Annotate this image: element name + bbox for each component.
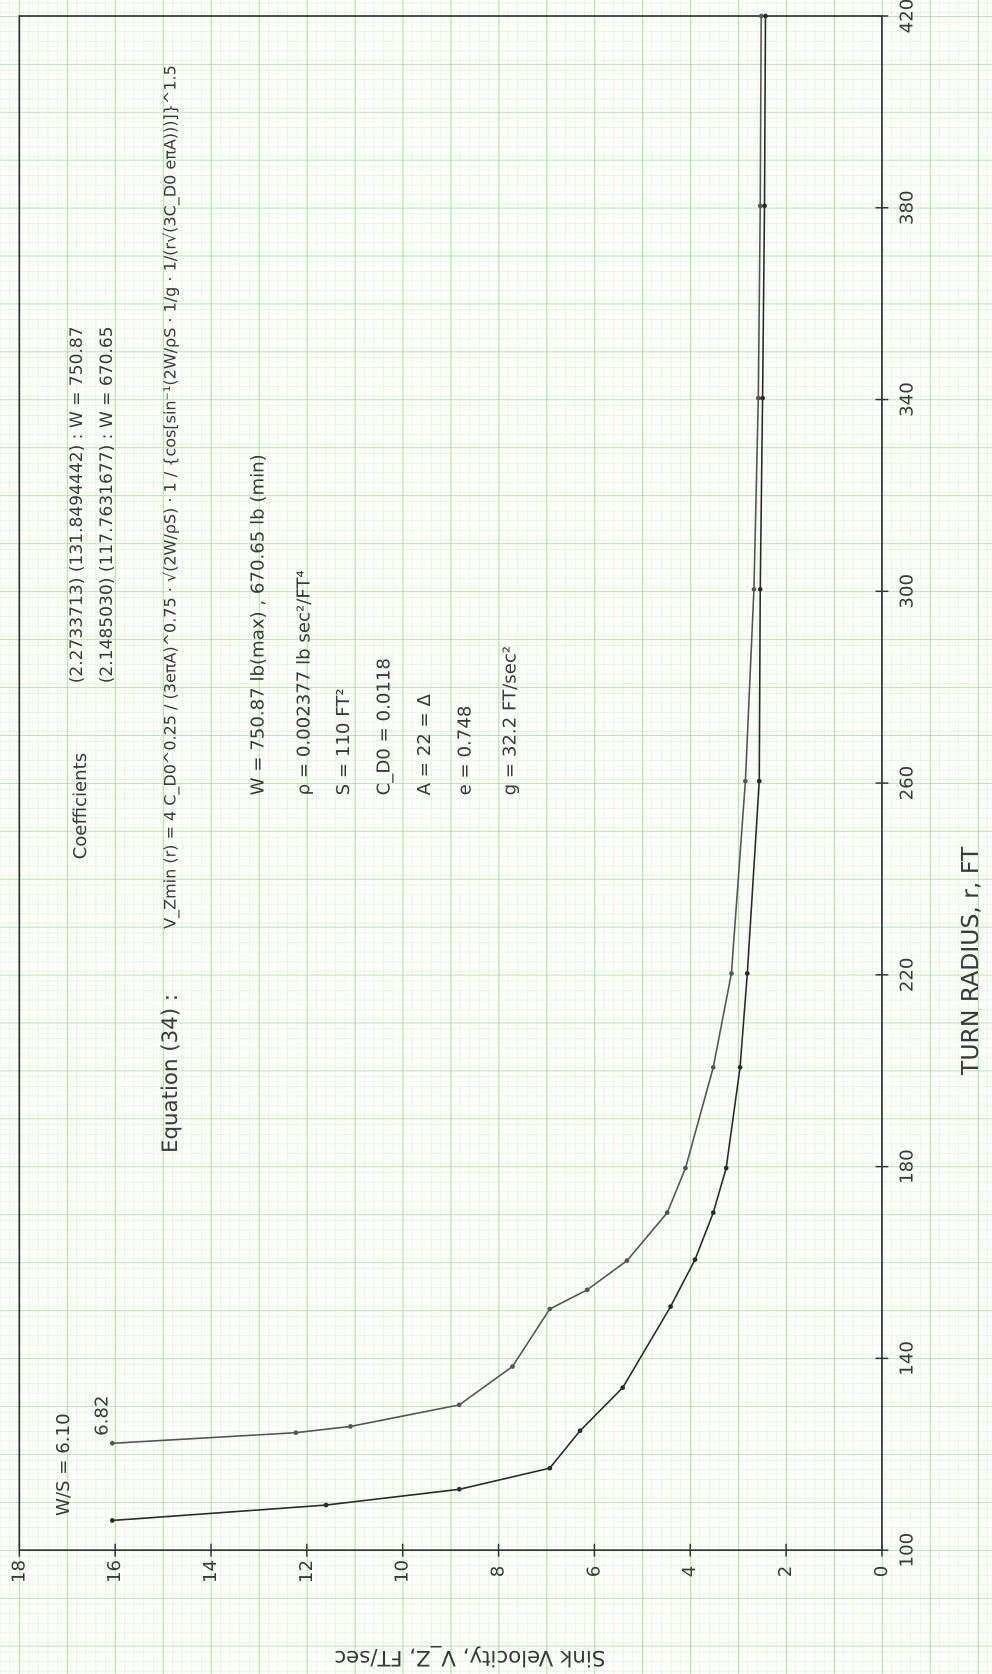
data-point xyxy=(758,204,763,209)
y-tick-label: 6 xyxy=(583,1566,604,1578)
annotation: Coefficients xyxy=(70,753,91,860)
legend-label: W/S = 6.10 xyxy=(53,1413,74,1516)
y-tick-label: 4 xyxy=(679,1566,700,1578)
data-point xyxy=(743,779,748,784)
data-point xyxy=(457,1487,462,1492)
data-point xyxy=(510,1364,515,1369)
data-point xyxy=(620,1385,625,1390)
y-tick-label: 18 xyxy=(8,1560,29,1583)
y-tick-label: 12 xyxy=(296,1560,317,1583)
y-tick-label: 14 xyxy=(200,1560,221,1583)
legend-label: 6.82 xyxy=(92,1396,113,1436)
x-tick-label: 300 xyxy=(897,574,918,609)
annotation: S = 110 FT² xyxy=(333,688,354,795)
data-point xyxy=(763,14,768,19)
chart: 0 2 4 6 8 10 12 14 16 18 100 140 180 220 260 300 340 380 4… xyxy=(0,0,992,1674)
x-tick-label: 420 xyxy=(897,0,918,33)
data-point xyxy=(762,204,767,209)
y-tick-label: 2 xyxy=(775,1566,796,1578)
annotation: W = 750.87 lb(max) , 670.65 lb (min) xyxy=(247,454,268,795)
graph-paper xyxy=(0,0,992,1674)
y-tick-label: 8 xyxy=(488,1566,509,1578)
data-point xyxy=(693,1257,698,1262)
y-axis-label: Sink Velocity, V_Z, FT/sec xyxy=(334,1645,605,1670)
x-tick-label: 220 xyxy=(897,958,918,993)
y-tick-label: 0 xyxy=(871,1566,892,1578)
data-point xyxy=(110,1518,115,1523)
data-point xyxy=(711,1065,716,1070)
data-point xyxy=(324,1503,329,1508)
data-point xyxy=(756,396,761,401)
data-point xyxy=(759,14,764,19)
y-tick-label: 16 xyxy=(104,1560,125,1583)
data-point xyxy=(745,971,750,976)
x-tick-label: 260 xyxy=(897,766,918,801)
data-point xyxy=(760,396,765,401)
data-point xyxy=(585,1287,590,1292)
annotation: A = 22 = Δ xyxy=(414,693,435,795)
data-point xyxy=(578,1428,583,1433)
data-point xyxy=(724,1166,729,1171)
data-point xyxy=(711,1210,716,1215)
x-tick-label: 180 xyxy=(897,1149,918,1184)
y-tick-label: 10 xyxy=(392,1560,413,1583)
annotation: ρ = 0.002377 lb sec²/FT⁴ xyxy=(293,570,314,795)
data-point xyxy=(729,971,734,976)
data-point xyxy=(110,1441,115,1446)
annotation: g = 32.2 FT/sec² xyxy=(499,646,520,795)
data-point xyxy=(668,1304,673,1309)
data-point xyxy=(738,1065,743,1070)
x-tick-label: 100 xyxy=(897,1533,918,1568)
data-point xyxy=(683,1166,688,1171)
data-point xyxy=(665,1210,670,1215)
data-point xyxy=(625,1258,630,1263)
data-point xyxy=(757,779,762,784)
data-point xyxy=(547,1307,552,1312)
data-point xyxy=(348,1424,353,1429)
annotation: (2.1485030) (117.7631677) : W = 670.65 xyxy=(97,326,117,683)
page: {"chart_data": { "type": "line", "x_labe… xyxy=(0,0,992,1674)
annotation: V_Zmin (r) = 4 C_D0^0.25 / (3eπA)^0.75 ·… xyxy=(160,65,180,929)
annotation: e = 0.748 xyxy=(455,706,476,796)
data-point xyxy=(758,587,763,592)
annotation: C_D0 = 0.0118 xyxy=(373,658,394,795)
data-point xyxy=(457,1403,462,1408)
x-tick-label: 140 xyxy=(897,1341,918,1376)
annotation: (2.2733713) (131.8494442) : W = 750.87 xyxy=(67,326,87,683)
data-point xyxy=(752,587,757,592)
x-tick-label: 340 xyxy=(897,382,918,417)
data-point xyxy=(547,1466,552,1471)
annotation: Equation (34) : xyxy=(158,994,183,1153)
x-tick-label: 380 xyxy=(897,190,918,225)
data-point xyxy=(293,1430,298,1435)
x-axis-label: TURN RADIUS, r, FT xyxy=(956,846,984,1076)
